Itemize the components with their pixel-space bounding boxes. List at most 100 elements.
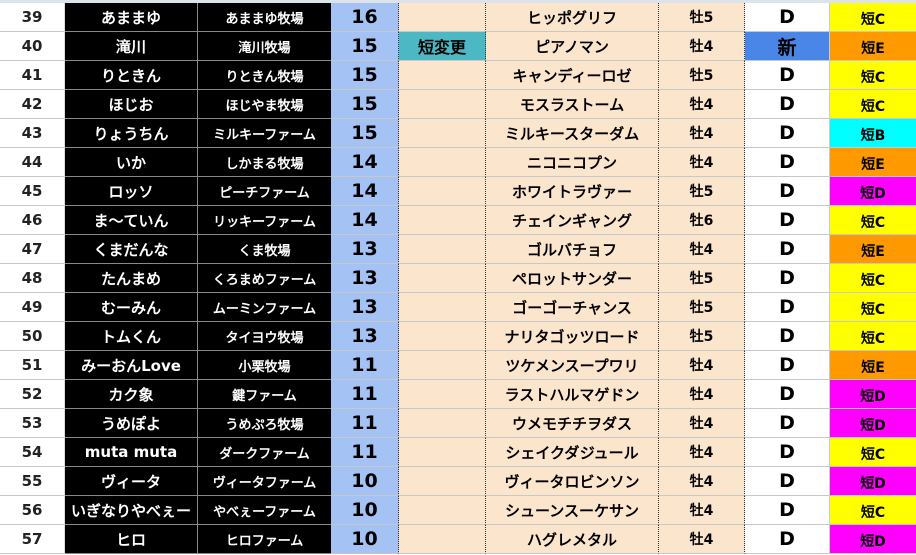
rank-cell[interactable]: D [745, 322, 830, 351]
farm-name-cell[interactable]: ほじやま牧場 [198, 90, 331, 119]
sex-age-cell[interactable]: 牡5 [659, 177, 745, 206]
player-name-cell[interactable]: ロッソ [65, 177, 198, 206]
class-cell[interactable]: 短E [830, 148, 916, 177]
rank-cell[interactable]: D [745, 235, 830, 264]
player-name-cell[interactable]: ほじお [65, 90, 198, 119]
note-cell[interactable] [399, 206, 486, 235]
rank-cell[interactable]: D [745, 409, 830, 438]
rank-cell[interactable]: D [745, 293, 830, 322]
sex-age-cell[interactable]: 牡4 [659, 467, 745, 496]
rank-cell[interactable]: D [745, 119, 830, 148]
note-cell[interactable] [399, 61, 486, 90]
score-cell[interactable]: 15 [331, 90, 399, 119]
player-name-cell[interactable]: うめぽよ [65, 409, 198, 438]
horse-name-cell[interactable]: ホワイトラヴァー [486, 177, 659, 206]
sex-age-cell[interactable]: 牡4 [659, 409, 745, 438]
player-name-cell[interactable]: いぎなりやべぇー [65, 496, 198, 525]
class-cell[interactable]: 短C [830, 438, 916, 467]
rank-cell[interactable]: D [745, 380, 830, 409]
horse-name-cell[interactable]: シューンスーケサン [486, 496, 659, 525]
horse-name-cell[interactable]: ラストハルマゲドン [486, 380, 659, 409]
note-cell[interactable] [399, 148, 486, 177]
note-cell[interactable] [399, 3, 486, 32]
farm-name-cell[interactable]: ヒロファーム [198, 525, 331, 554]
class-cell[interactable]: 短B [830, 119, 916, 148]
class-cell[interactable]: 短E [830, 235, 916, 264]
player-name-cell[interactable]: りときん [65, 61, 198, 90]
class-cell[interactable]: 短E [830, 32, 916, 61]
sex-age-cell[interactable]: 牡5 [659, 264, 745, 293]
farm-name-cell[interactable]: うめぷろ牧場 [198, 409, 331, 438]
horse-name-cell[interactable]: シェイクダジュール [486, 438, 659, 467]
score-cell[interactable]: 10 [331, 525, 399, 554]
class-cell[interactable]: 短D [830, 467, 916, 496]
player-name-cell[interactable]: りょうちん [65, 119, 198, 148]
sex-age-cell[interactable]: 牡5 [659, 3, 745, 32]
farm-name-cell[interactable]: ヴィータファーム [198, 467, 331, 496]
note-cell[interactable] [399, 496, 486, 525]
score-cell[interactable]: 13 [331, 322, 399, 351]
player-name-cell[interactable]: いか [65, 148, 198, 177]
class-cell[interactable]: 短C [830, 293, 916, 322]
sex-age-cell[interactable]: 牡6 [659, 206, 745, 235]
horse-name-cell[interactable]: ヒッポグリフ [486, 3, 659, 32]
score-cell[interactable]: 16 [331, 3, 399, 32]
farm-name-cell[interactable]: しかまる牧場 [198, 148, 331, 177]
farm-name-cell[interactable]: ダークファーム [198, 438, 331, 467]
class-cell[interactable]: 短D [830, 409, 916, 438]
player-name-cell[interactable]: ヴィータ [65, 467, 198, 496]
score-cell[interactable]: 10 [331, 496, 399, 525]
class-cell[interactable]: 短C [830, 61, 916, 90]
rank-cell[interactable]: D [745, 61, 830, 90]
player-name-cell[interactable]: ま～ていん [65, 206, 198, 235]
note-cell[interactable] [399, 264, 486, 293]
class-cell[interactable]: 短C [830, 496, 916, 525]
horse-name-cell[interactable]: ツケメンスープワリ [486, 351, 659, 380]
farm-name-cell[interactable]: くろまめファーム [198, 264, 331, 293]
note-cell[interactable] [399, 90, 486, 119]
score-cell[interactable]: 14 [331, 177, 399, 206]
rank-cell[interactable]: D [745, 438, 830, 467]
note-cell[interactable] [399, 293, 486, 322]
farm-name-cell[interactable]: ミルキーファーム [198, 119, 331, 148]
score-cell[interactable]: 14 [331, 148, 399, 177]
score-cell[interactable]: 14 [331, 206, 399, 235]
rank-cell[interactable]: D [745, 351, 830, 380]
sex-age-cell[interactable]: 牡4 [659, 235, 745, 264]
note-cell[interactable] [399, 351, 486, 380]
farm-name-cell[interactable]: やべぇーファーム [198, 496, 331, 525]
sex-age-cell[interactable]: 牡4 [659, 32, 745, 61]
rank-cell[interactable]: D [745, 3, 830, 32]
horse-name-cell[interactable]: ウメモチチヲダス [486, 409, 659, 438]
sex-age-cell[interactable]: 牡5 [659, 293, 745, 322]
sex-age-cell[interactable]: 牡5 [659, 322, 745, 351]
score-cell[interactable]: 13 [331, 264, 399, 293]
score-cell[interactable]: 11 [331, 351, 399, 380]
class-cell[interactable]: 短D [830, 525, 916, 554]
horse-name-cell[interactable]: チェインギャング [486, 206, 659, 235]
rank-cell[interactable]: 新 [745, 32, 830, 61]
farm-name-cell[interactable]: くま牧場 [198, 235, 331, 264]
rank-cell[interactable]: D [745, 177, 830, 206]
player-name-cell[interactable]: むーみん [65, 293, 198, 322]
horse-name-cell[interactable]: ミルキースターダム [486, 119, 659, 148]
class-cell[interactable]: 短C [830, 322, 916, 351]
farm-name-cell[interactable]: 滝川牧場 [198, 32, 331, 61]
rank-cell[interactable]: D [745, 496, 830, 525]
note-cell[interactable] [399, 467, 486, 496]
rank-cell[interactable]: D [745, 467, 830, 496]
farm-name-cell[interactable]: 鍵ファーム [198, 380, 331, 409]
sex-age-cell[interactable]: 牡4 [659, 351, 745, 380]
horse-name-cell[interactable]: ハグレメタル [486, 525, 659, 554]
rank-cell[interactable]: D [745, 264, 830, 293]
farm-name-cell[interactable]: あままゆ牧場 [198, 3, 331, 32]
score-cell[interactable]: 13 [331, 293, 399, 322]
horse-name-cell[interactable]: ピアノマン [486, 32, 659, 61]
note-cell[interactable] [399, 177, 486, 206]
score-cell[interactable]: 11 [331, 380, 399, 409]
note-cell[interactable] [399, 438, 486, 467]
note-cell[interactable] [399, 235, 486, 264]
farm-name-cell[interactable]: タイヨウ牧場 [198, 322, 331, 351]
player-name-cell[interactable]: カク象 [65, 380, 198, 409]
sex-age-cell[interactable]: 牡4 [659, 438, 745, 467]
